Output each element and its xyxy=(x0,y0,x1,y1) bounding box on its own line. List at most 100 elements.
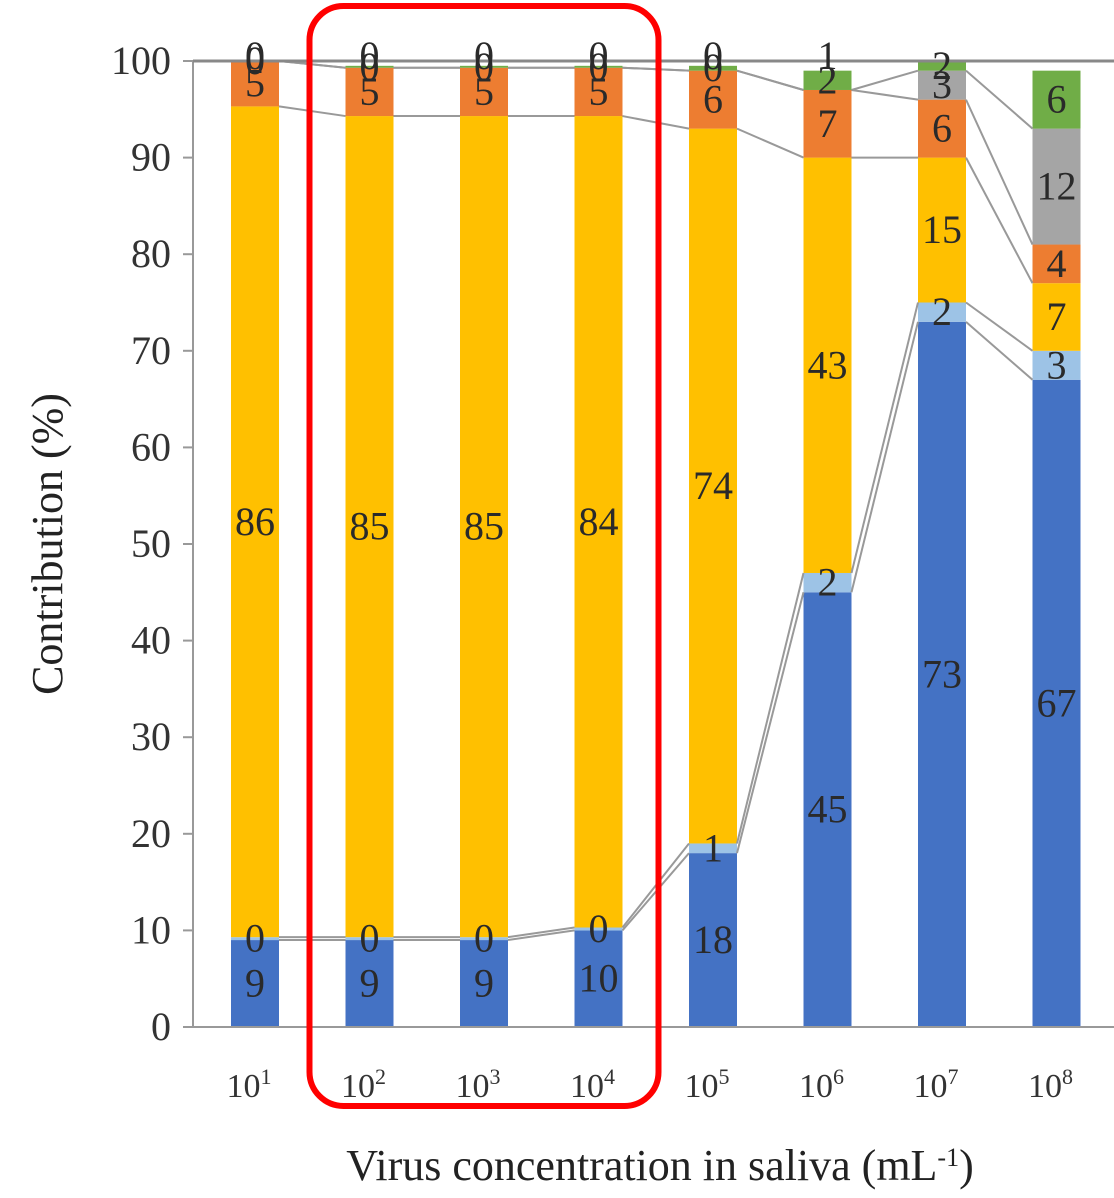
series-connector-line xyxy=(965,301,1034,352)
bar-segment xyxy=(574,930,623,1027)
y-tick-label: 90 xyxy=(131,135,171,180)
data-label: 85 xyxy=(350,504,390,549)
series-connector-line xyxy=(850,321,919,593)
series-connector-line xyxy=(965,99,1034,245)
data-label: 4 xyxy=(1047,241,1067,286)
bar-segment xyxy=(803,592,852,1027)
bar-segment xyxy=(574,116,623,928)
x-tick-label: 105 xyxy=(685,1064,730,1105)
data-label: 7 xyxy=(1047,294,1067,339)
data-label: 12 xyxy=(1037,164,1077,209)
bar-segment xyxy=(918,321,966,1027)
bar-segment xyxy=(918,99,966,158)
bar-segment xyxy=(231,106,279,938)
series-connector-line xyxy=(965,157,1034,284)
data-label: 15 xyxy=(922,207,962,252)
data-label: 45 xyxy=(808,787,848,832)
bar-segment xyxy=(803,572,852,593)
data-label: 0 xyxy=(703,45,723,90)
data-label: 2 xyxy=(932,289,952,334)
series-connector-line xyxy=(736,572,805,844)
data-label: 9 xyxy=(474,961,494,1006)
top-data-label: 1 xyxy=(818,33,838,78)
data-label: 0 xyxy=(245,38,265,83)
series-connector-line xyxy=(851,88,919,101)
data-label: 6 xyxy=(703,77,723,122)
data-label: 74 xyxy=(693,463,733,508)
bar-segment xyxy=(345,940,394,1027)
x-tick-label: 106 xyxy=(799,1064,844,1105)
bar-segment xyxy=(918,157,966,303)
bar-segment xyxy=(231,940,279,1027)
y-tick-label: 20 xyxy=(131,811,171,856)
data-label: 84 xyxy=(579,499,619,544)
series-connector-line xyxy=(965,321,1034,381)
bar-segment xyxy=(345,937,394,941)
data-label: 3 xyxy=(932,62,952,107)
data-label: 2 xyxy=(818,560,838,605)
bar-segment xyxy=(460,940,508,1027)
data-label: 7 xyxy=(818,101,838,146)
bar-segment xyxy=(1032,244,1081,284)
top-data-label: 0 xyxy=(474,33,494,78)
bar-segment xyxy=(231,937,279,941)
x-tick-label: 101 xyxy=(227,1064,272,1105)
data-label: 2 xyxy=(818,57,838,102)
data-label: 9 xyxy=(245,961,265,1006)
bar-segment xyxy=(918,302,966,322)
series-connector-line xyxy=(507,926,575,939)
bar-segment xyxy=(1032,379,1081,1027)
bar-segment xyxy=(574,67,623,117)
bar-segment xyxy=(460,937,508,941)
series-connector-line xyxy=(736,592,805,854)
bar-segment xyxy=(918,70,966,100)
bar-segment xyxy=(345,65,394,68)
data-label: 43 xyxy=(808,342,848,387)
bar-segment xyxy=(803,157,852,573)
top-data-label: 0 xyxy=(360,33,380,78)
data-label: 18 xyxy=(693,917,733,962)
bar-segment xyxy=(574,927,623,931)
top-data-label: 0 xyxy=(245,33,265,78)
bar-segment xyxy=(689,853,737,1027)
y-tick-label: 40 xyxy=(131,618,171,663)
data-label: 0 xyxy=(589,44,609,89)
data-label: 5 xyxy=(589,69,609,114)
top-data-label: 0 xyxy=(589,33,609,78)
data-label: 2 xyxy=(932,43,952,88)
highlight-box xyxy=(306,3,662,1109)
y-axis-title: Contribution (%) xyxy=(23,393,72,695)
bar-segment xyxy=(231,61,279,107)
series-connector-line xyxy=(851,69,919,91)
bar-segment xyxy=(689,70,737,129)
bars-layer xyxy=(231,61,1081,1027)
data-label: 5 xyxy=(360,69,380,114)
data-label: 0 xyxy=(474,44,494,89)
bar-segment xyxy=(1032,283,1081,351)
top-data-label: 0 xyxy=(703,33,723,78)
bar-segment xyxy=(918,61,966,71)
bar-segment xyxy=(1032,70,1081,129)
bar-segment xyxy=(689,128,737,844)
x-tick-label: 108 xyxy=(1028,1064,1073,1105)
bar-segment xyxy=(803,89,852,158)
x-axis-title-close: ) xyxy=(959,1141,974,1190)
bar-segment xyxy=(803,70,852,90)
data-label: 0 xyxy=(245,916,265,961)
data-label: 0 xyxy=(474,916,494,961)
data-label: 0 xyxy=(589,906,609,951)
data-label: 3 xyxy=(1047,342,1067,387)
data-label: 9 xyxy=(360,961,380,1006)
bar-segment xyxy=(1032,350,1081,380)
x-axis-title-exponent: -1 xyxy=(937,1143,959,1172)
bar-segment xyxy=(689,65,737,71)
x-tick-label: 104 xyxy=(570,1064,615,1105)
bar-segment xyxy=(345,116,394,938)
x-tick-label: 103 xyxy=(456,1064,501,1105)
data-label: 67 xyxy=(1037,680,1077,725)
y-tick-label: 80 xyxy=(131,231,171,276)
series-connector-line xyxy=(507,929,575,942)
